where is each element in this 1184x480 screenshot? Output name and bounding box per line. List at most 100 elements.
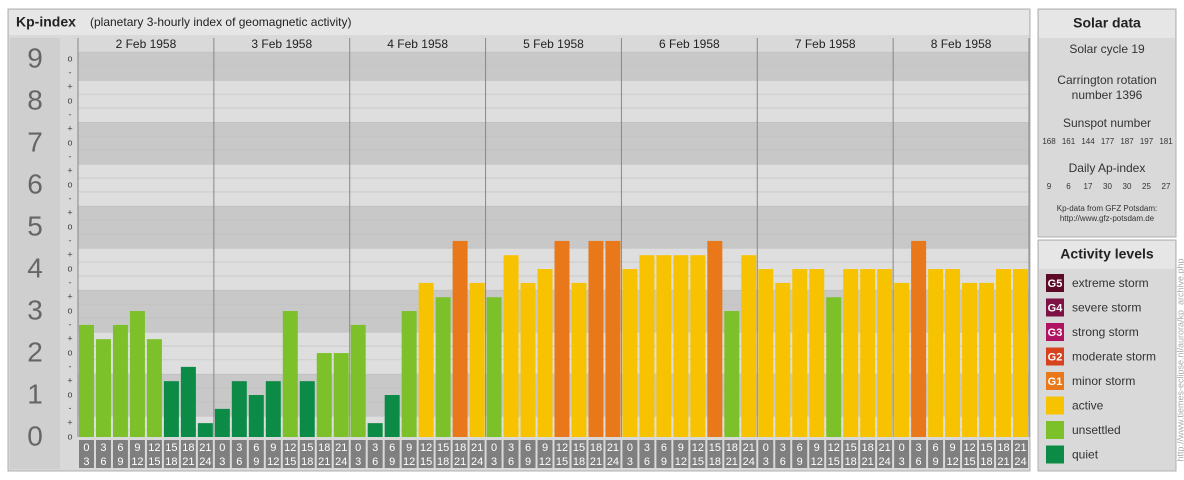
hour-start: 18	[726, 442, 738, 454]
day-label: 8 Feb 1958	[931, 37, 992, 51]
hour-end: 24	[471, 456, 483, 468]
bar	[588, 240, 604, 437]
hour-end: 9	[117, 456, 123, 468]
hour-end: 12	[811, 456, 823, 468]
hour-box	[571, 440, 587, 468]
bar	[894, 282, 910, 437]
bar	[758, 269, 774, 437]
y-tick-label: 1	[27, 378, 43, 409]
hour-end: 12	[946, 456, 958, 468]
bar	[401, 311, 417, 437]
hour-box	[792, 440, 808, 468]
carrington: number 1396	[1072, 88, 1143, 102]
sunspot-value: 144	[1081, 137, 1095, 146]
hour-start: 3	[508, 442, 514, 454]
hour-box	[79, 440, 94, 468]
bar	[367, 423, 383, 437]
hour-box	[214, 440, 230, 468]
minor-tick-label: -	[69, 361, 72, 371]
hour-end: 12	[131, 456, 143, 468]
minor-tick-label: -	[69, 403, 72, 413]
hour-box	[741, 440, 757, 468]
source: http://www.gfz-potsdam.de	[1060, 214, 1155, 223]
hour-start: 18	[454, 442, 466, 454]
bar	[299, 381, 315, 437]
minor-tick-label: +	[67, 166, 72, 176]
hour-end: 24	[1014, 456, 1026, 468]
minor-tick-label: -	[69, 67, 72, 77]
bar	[129, 311, 145, 437]
hour-start: 6	[525, 442, 531, 454]
legend-label: active	[1072, 399, 1104, 413]
hour-start: 15	[980, 442, 992, 454]
hour-start: 9	[678, 442, 684, 454]
minor-tick-label: +	[67, 124, 72, 134]
hour-end: 9	[253, 456, 259, 468]
legend-swatch	[1046, 421, 1064, 439]
hour-start: 6	[933, 442, 939, 454]
hour-end: 9	[797, 456, 803, 468]
hour-box	[690, 440, 706, 468]
bar	[826, 297, 842, 437]
bar	[673, 255, 689, 437]
hour-end: 3	[763, 456, 769, 468]
sunspot-value: 197	[1140, 137, 1154, 146]
bar	[95, 339, 111, 437]
hour-start: 0	[627, 442, 633, 454]
hour-start: 9	[950, 442, 956, 454]
credit: http://www.tiemes-eclipse.nl/aurora/kp_a…	[1175, 258, 1184, 461]
hour-start: 21	[199, 442, 211, 454]
hour-start: 12	[692, 442, 704, 454]
hour-start: 21	[879, 442, 891, 454]
hour-box	[860, 440, 876, 468]
legend-swatch	[1046, 372, 1064, 390]
hour-end: 24	[607, 456, 619, 468]
hour-box	[928, 440, 944, 468]
hour-start: 15	[845, 442, 857, 454]
bar	[877, 269, 893, 437]
hour-start: 9	[134, 442, 140, 454]
hour-start: 9	[814, 442, 820, 454]
hour-box	[843, 440, 859, 468]
bar	[214, 408, 230, 437]
bar	[112, 324, 128, 437]
sunspot-value: 168	[1042, 137, 1056, 146]
day-label: 2 Feb 1958	[116, 37, 177, 51]
hour-box	[979, 440, 995, 468]
hour-box	[775, 440, 791, 468]
minor-tick-label: -	[69, 109, 72, 119]
minor-tick-label: o	[67, 179, 72, 189]
minor-tick-label: -	[69, 151, 72, 161]
bar	[79, 324, 94, 437]
hour-start: 6	[797, 442, 803, 454]
hour-start: 3	[236, 442, 242, 454]
ap-value: 25	[1142, 182, 1151, 191]
hour-start: 0	[355, 442, 361, 454]
y-tick-label: 9	[27, 43, 43, 74]
chart-subtitle: (planetary 3-hourly index of geomagnetic…	[90, 15, 351, 29]
hour-end: 21	[997, 456, 1009, 468]
hour-end: 24	[879, 456, 891, 468]
hour-start: 0	[83, 442, 89, 454]
hour-box	[469, 440, 485, 468]
hour-box	[350, 440, 366, 468]
hour-start: 15	[709, 442, 721, 454]
hour-start: 0	[219, 442, 225, 454]
hour-box	[503, 440, 519, 468]
hour-start: 6	[661, 442, 667, 454]
hour-start: 15	[573, 442, 585, 454]
hour-end: 18	[980, 456, 992, 468]
bar	[979, 282, 995, 437]
bar	[690, 255, 706, 437]
hour-box	[877, 440, 893, 468]
chart-title: Kp-index	[16, 14, 76, 30]
bar	[860, 269, 876, 437]
hour-end: 6	[372, 456, 378, 468]
hour-start: 12	[963, 442, 975, 454]
hour-end: 9	[661, 456, 667, 468]
legend-label: strong storm	[1072, 325, 1139, 339]
band	[78, 206, 1029, 249]
legend-swatch	[1046, 298, 1064, 317]
bar	[452, 240, 468, 437]
